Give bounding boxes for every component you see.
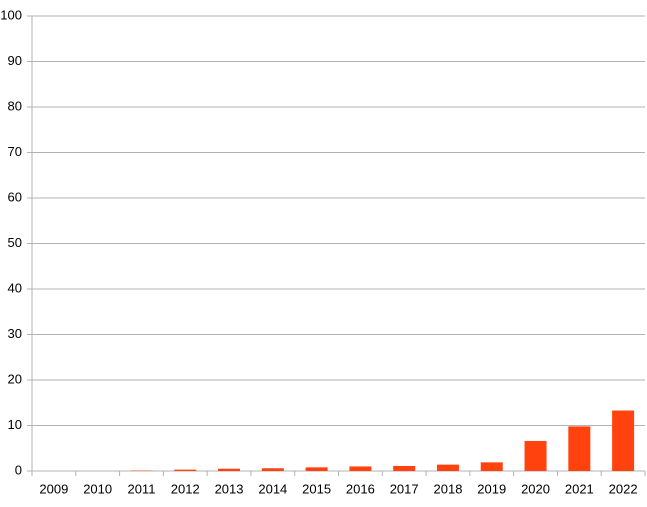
- bar: [436, 464, 459, 471]
- x-tick-label: 2013: [215, 481, 244, 496]
- y-tick-label: 80: [8, 98, 22, 113]
- y-tick-label: 20: [8, 371, 22, 386]
- bar: [612, 410, 635, 471]
- y-tick-label: 100: [0, 7, 22, 22]
- y-tick-label: 0: [15, 462, 22, 477]
- x-tick-label: 2010: [83, 481, 112, 496]
- x-tick-label: 2022: [609, 481, 638, 496]
- bar: [174, 469, 197, 471]
- x-tick-label: 2012: [171, 481, 200, 496]
- x-tick-label: 2016: [346, 481, 375, 496]
- x-tick-label: 2011: [127, 481, 155, 496]
- bar: [261, 468, 284, 471]
- x-tick-label: 2017: [390, 481, 419, 496]
- x-tick-label: 2020: [521, 481, 550, 496]
- bar: [480, 462, 503, 471]
- y-tick-label: 50: [8, 235, 22, 250]
- y-tick-label: 70: [8, 144, 22, 159]
- bar: [218, 468, 241, 471]
- y-tick-label: 10: [8, 417, 22, 432]
- bar: [349, 466, 372, 471]
- x-tick-label: 2021: [565, 481, 594, 496]
- x-tick-label: 2009: [39, 481, 68, 496]
- bar: [524, 440, 547, 471]
- bar: [568, 426, 591, 471]
- x-tick-label: 2014: [258, 481, 287, 496]
- y-tick-label: 60: [8, 189, 22, 204]
- y-tick-label: 40: [8, 280, 22, 295]
- y-tick-label: 30: [8, 326, 22, 341]
- bar: [305, 467, 328, 471]
- x-tick-label: 2019: [477, 481, 506, 496]
- y-tick-label: 90: [8, 53, 22, 68]
- x-tick-label: 2015: [302, 481, 331, 496]
- bar: [393, 465, 416, 471]
- x-tick-label: 2018: [434, 481, 463, 496]
